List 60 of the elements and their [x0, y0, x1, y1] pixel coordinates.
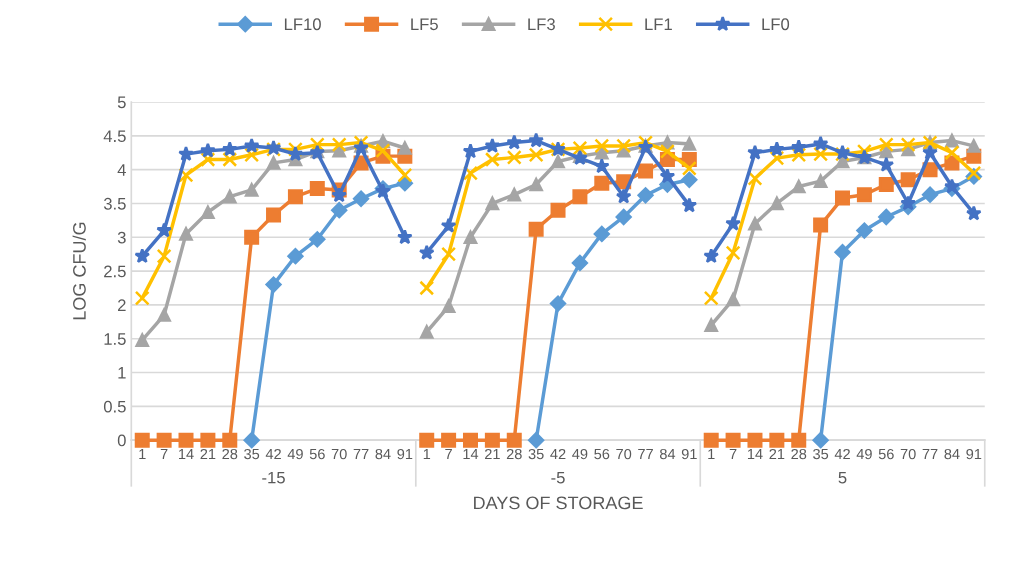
x-tick-label: 77: [353, 449, 369, 460]
x-tick-label: 21: [769, 448, 785, 460]
y-tick-label: 3.5: [103, 197, 126, 210]
x-axis-title: DAYS OF STORAGE: [474, 496, 643, 510]
y-tick-label: 2: [118, 299, 126, 311]
legend-label: LF1: [645, 18, 672, 30]
x-tick-label: 77: [922, 449, 938, 460]
x-tick-label: 56: [878, 448, 894, 460]
x-tick-label: 14: [463, 449, 479, 460]
x-tick-label: 21: [200, 448, 216, 460]
x-tick-label: 1: [139, 449, 146, 460]
y-tick-label: 2.5: [104, 265, 126, 278]
x-tick-label: 28: [222, 448, 238, 460]
x-tick-label: 1: [708, 449, 715, 460]
x-tick-label: 84: [944, 448, 960, 460]
x-tick-label: 91: [397, 448, 413, 460]
x-tick-label: 21: [485, 448, 500, 460]
y-tick-label: 4: [117, 164, 126, 176]
x-tick-label: 35: [244, 448, 260, 460]
x-tick-label: 42: [550, 448, 566, 460]
x-tick-label: 7: [445, 449, 452, 460]
x-tick-label: 14: [179, 449, 194, 460]
x-tick-label: 49: [856, 448, 872, 460]
y-tick-label: 1: [118, 367, 126, 379]
y-tick-label: 0.5: [103, 400, 126, 413]
legend-label: LF0: [762, 18, 790, 31]
x-tick-label: 42: [265, 448, 281, 460]
legend-label: LF10: [284, 18, 321, 31]
x-tick-label: 56: [594, 448, 610, 460]
x-tick-label: 84: [375, 448, 391, 460]
y-tick-label: 5: [117, 96, 126, 109]
x-tick-label: 1: [423, 449, 431, 460]
text: -5: [551, 471, 565, 484]
x-tick-label: 77: [638, 449, 653, 460]
text: -15: [262, 471, 285, 484]
x-tick-label: 70: [616, 448, 632, 460]
x-tick-label: 28: [506, 448, 522, 460]
x-tick-label: 70: [331, 448, 347, 460]
y-tick-label: 4.5: [103, 130, 126, 143]
legend-label: LF3: [528, 18, 555, 31]
text: 5: [838, 471, 847, 484]
x-tick-label: 28: [791, 448, 807, 460]
x-tick-label: 84: [659, 448, 676, 460]
x-tick-label: 49: [572, 448, 588, 460]
x-tick-label: 35: [528, 448, 544, 460]
x-tick-label: 91: [966, 448, 982, 460]
x-tick-label: 14: [747, 449, 763, 460]
legend-label: LF5: [411, 18, 438, 31]
x-tick-label: 42: [834, 448, 850, 460]
x-tick-label: 91: [681, 448, 697, 460]
x-tick-label: 70: [900, 448, 916, 460]
x-tick-label: 7: [160, 449, 168, 460]
x-tick-label: 35: [813, 448, 829, 460]
y-tick-label: 1.5: [104, 333, 126, 345]
x-tick-label: 56: [309, 448, 325, 460]
x-tick-label: 49: [287, 448, 303, 460]
x-tick-label: 7: [729, 449, 737, 460]
y-axis-title: LOG CFU/G: [72, 222, 86, 320]
y-tick-label: 3: [117, 231, 126, 244]
y-tick-label: 0: [117, 434, 126, 447]
